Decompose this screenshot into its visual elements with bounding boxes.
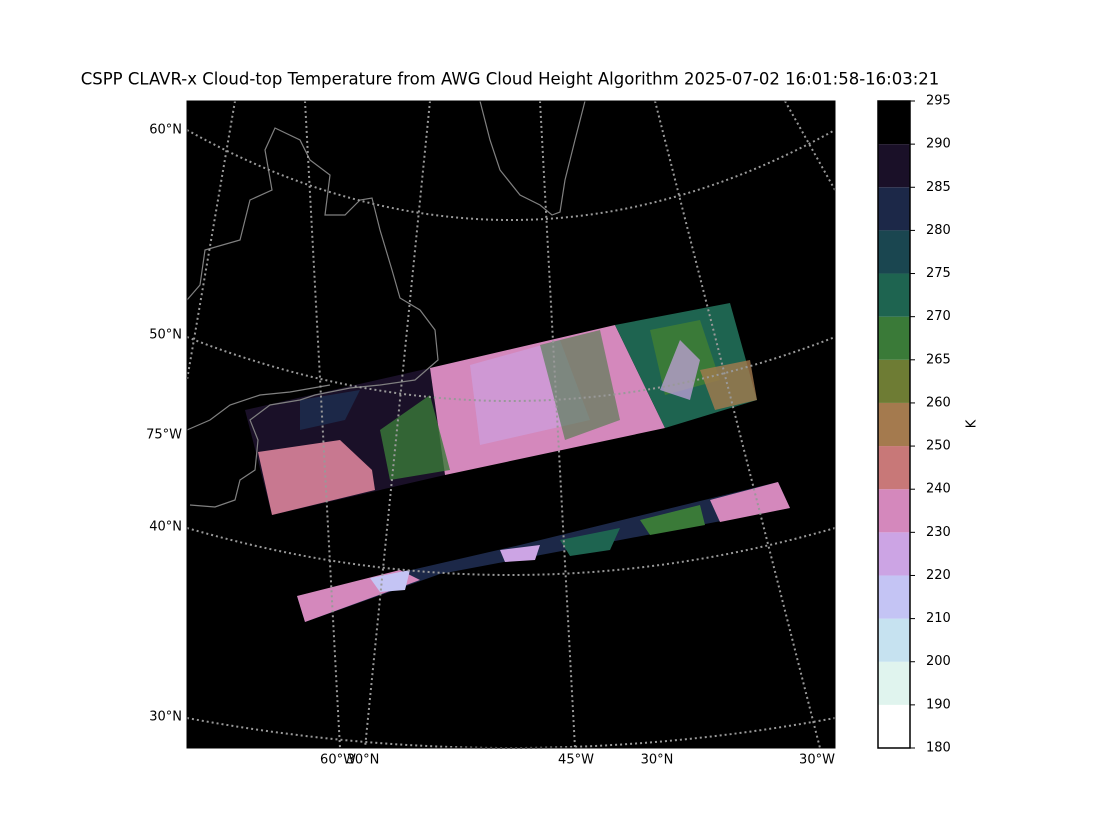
colorbar-tick-label: 180 <box>926 741 951 756</box>
colorbar-tick-label: 275 <box>926 266 951 281</box>
colorbar-segment <box>878 489 910 533</box>
graticule-label: 30°N <box>149 710 182 725</box>
colorbar-segment <box>878 316 910 360</box>
colorbar-segment <box>878 532 910 576</box>
graticule-label: 40°N <box>149 520 182 535</box>
graticule-label: 45°W <box>558 753 594 768</box>
colorbar-segment <box>878 661 910 705</box>
colorbar-tick-label: 280 <box>926 223 951 238</box>
colorbar-segment <box>878 618 910 662</box>
map-frame <box>186 100 836 749</box>
colorbar-tick-label: 290 <box>926 137 951 152</box>
colorbar-tick-label: 295 <box>926 94 951 109</box>
lower-swath <box>297 482 790 622</box>
upper-swath <box>245 303 757 515</box>
colorbar-tick-label: 265 <box>926 352 951 367</box>
colorbar-segment <box>878 575 910 619</box>
colorbar-frame <box>877 100 911 749</box>
graticule-label: 30°N <box>347 753 380 768</box>
colorbar-tick-label: 220 <box>926 568 951 583</box>
colorbar-segment <box>878 704 910 748</box>
colorbar-tick-label: 210 <box>926 611 951 626</box>
colorbar-tick-label: 240 <box>926 482 951 497</box>
colorbar: 180 190 200 210 220 230 240 250 260 265 270 275 280 2… <box>877 94 951 756</box>
graticule-label: 30°N <box>641 753 674 768</box>
colorbar-segment <box>878 273 910 317</box>
graticule-label: 30°W <box>799 753 835 768</box>
graticule-label: 60°N <box>149 123 182 138</box>
map-title: CSPP CLAVR-x Cloud-top Temperature from … <box>81 70 940 89</box>
colorbar-tick-label: 230 <box>926 525 951 540</box>
graticule-label: 50°N <box>149 328 182 343</box>
colorbar-segment <box>878 230 910 274</box>
colorbar-label: K <box>965 419 980 428</box>
colorbar-tick-label: 285 <box>926 180 951 195</box>
colorbar-segment <box>878 402 910 447</box>
graticule-label: 60°W <box>320 753 356 768</box>
colorbar-tick-label: 250 <box>926 439 951 454</box>
colorbar-tick-label: 270 <box>926 309 951 324</box>
colorbar-segment <box>878 187 910 231</box>
colorbar-segment <box>878 144 910 188</box>
map-panel <box>186 100 836 749</box>
colorbar-segment <box>878 101 910 145</box>
colorbar-segment <box>878 359 910 403</box>
graticule-label: 75°W <box>146 428 182 443</box>
colorbar-tick-label: 200 <box>926 654 951 669</box>
colorbar-segment <box>878 446 910 490</box>
colorbar-tick-label: 260 <box>926 395 951 410</box>
colorbar-tick-label: 190 <box>926 697 951 712</box>
